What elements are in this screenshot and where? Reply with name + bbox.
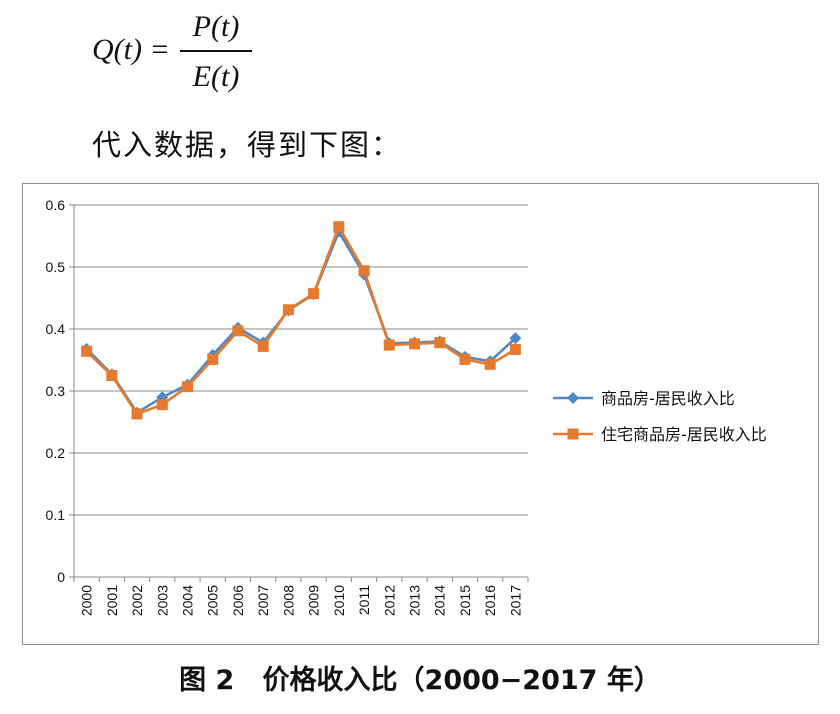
y-tick-label: 0.1 bbox=[46, 507, 66, 523]
chart-frame: 0 0.1 0.2 0.3 0.4 0.5 0.6 2000 2001 2002 2003 2004 2… bbox=[22, 183, 819, 645]
formula-numerator: P(t) bbox=[192, 10, 240, 43]
x-tick-label: 2012 bbox=[381, 585, 397, 616]
x-tick-label: 2002 bbox=[129, 585, 145, 616]
x-tick-label: 2006 bbox=[230, 585, 246, 616]
x-tick-label: 2005 bbox=[205, 585, 221, 616]
series-1-point bbox=[567, 392, 579, 404]
series-2-point bbox=[207, 353, 219, 365]
series-2-point bbox=[282, 304, 294, 316]
series-2-point bbox=[308, 288, 320, 300]
series-2-point bbox=[434, 337, 446, 349]
series-2-point bbox=[409, 338, 420, 350]
legend-1-label: 商品房-居民收入比 bbox=[601, 389, 735, 408]
series-2-point bbox=[459, 353, 471, 365]
legend-2-label: 住宅商品房-居民收入比 bbox=[601, 425, 767, 444]
fraction-bar bbox=[180, 50, 252, 52]
series-2-point bbox=[358, 265, 370, 277]
x-tick-label: 2010 bbox=[331, 585, 347, 616]
series-1-point bbox=[509, 332, 522, 345]
figure-title: 价格收入比（2000−2017 年） bbox=[262, 665, 661, 696]
series-2-point bbox=[156, 399, 168, 411]
series-2-point bbox=[106, 370, 118, 381]
y-tick-label: 0.2 bbox=[46, 445, 66, 461]
x-tick-label: 2016 bbox=[482, 585, 498, 616]
formula: Q(t) = P(t) E(t) bbox=[92, 8, 272, 104]
x-tick-label: 2017 bbox=[507, 585, 523, 616]
series-2-point bbox=[509, 343, 521, 355]
series-2-point bbox=[131, 408, 143, 420]
series-2-point bbox=[182, 381, 193, 393]
y-tick-label: 0.4 bbox=[46, 321, 66, 337]
x-tick-label: 2001 bbox=[104, 585, 120, 616]
series-1-point bbox=[156, 391, 169, 404]
x-tick-label: 2011 bbox=[356, 585, 372, 615]
x-tick-label: 2014 bbox=[432, 585, 448, 616]
series-1-line bbox=[85, 230, 517, 414]
x-tick-label: 2003 bbox=[154, 585, 170, 616]
y-tick-label: 0.3 bbox=[46, 383, 66, 399]
formula-fraction: P(t) E(t) bbox=[180, 8, 252, 96]
y-tick-label: 0.6 bbox=[46, 197, 66, 213]
figure-caption: 图 2 价格收入比（2000−2017 年） bbox=[0, 658, 840, 697]
intro-text: 代入数据，得到下图： bbox=[92, 128, 403, 162]
series-2-point bbox=[383, 339, 395, 351]
y-tick-label: 0.5 bbox=[46, 259, 66, 275]
formula-lhs: Q(t) = bbox=[92, 33, 170, 66]
figure-label: 图 2 bbox=[179, 665, 235, 696]
x-tick-label: 2007 bbox=[255, 585, 271, 616]
x-tick-label: 2008 bbox=[280, 585, 296, 616]
series-2-point bbox=[567, 428, 579, 440]
series-2-point bbox=[232, 325, 244, 337]
x-tick-label: 2015 bbox=[457, 585, 473, 616]
line-chart: 0 0.1 0.2 0.3 0.4 0.5 0.6 2000 2001 2002 2003 2004 2… bbox=[46, 197, 767, 616]
x-tick-label: 2009 bbox=[306, 585, 322, 616]
x-tick-label: 2013 bbox=[407, 585, 423, 616]
x-tick-label: 2004 bbox=[180, 585, 196, 616]
series-2-point bbox=[257, 340, 269, 352]
y-tick-label: 0 bbox=[57, 569, 65, 585]
series-2-point bbox=[81, 345, 93, 357]
series-2-point bbox=[333, 221, 345, 233]
formula-denominator: E(t) bbox=[192, 60, 240, 93]
x-tick-label: 2000 bbox=[79, 585, 95, 616]
series-2-point bbox=[484, 358, 496, 370]
series-2-line bbox=[85, 225, 517, 416]
